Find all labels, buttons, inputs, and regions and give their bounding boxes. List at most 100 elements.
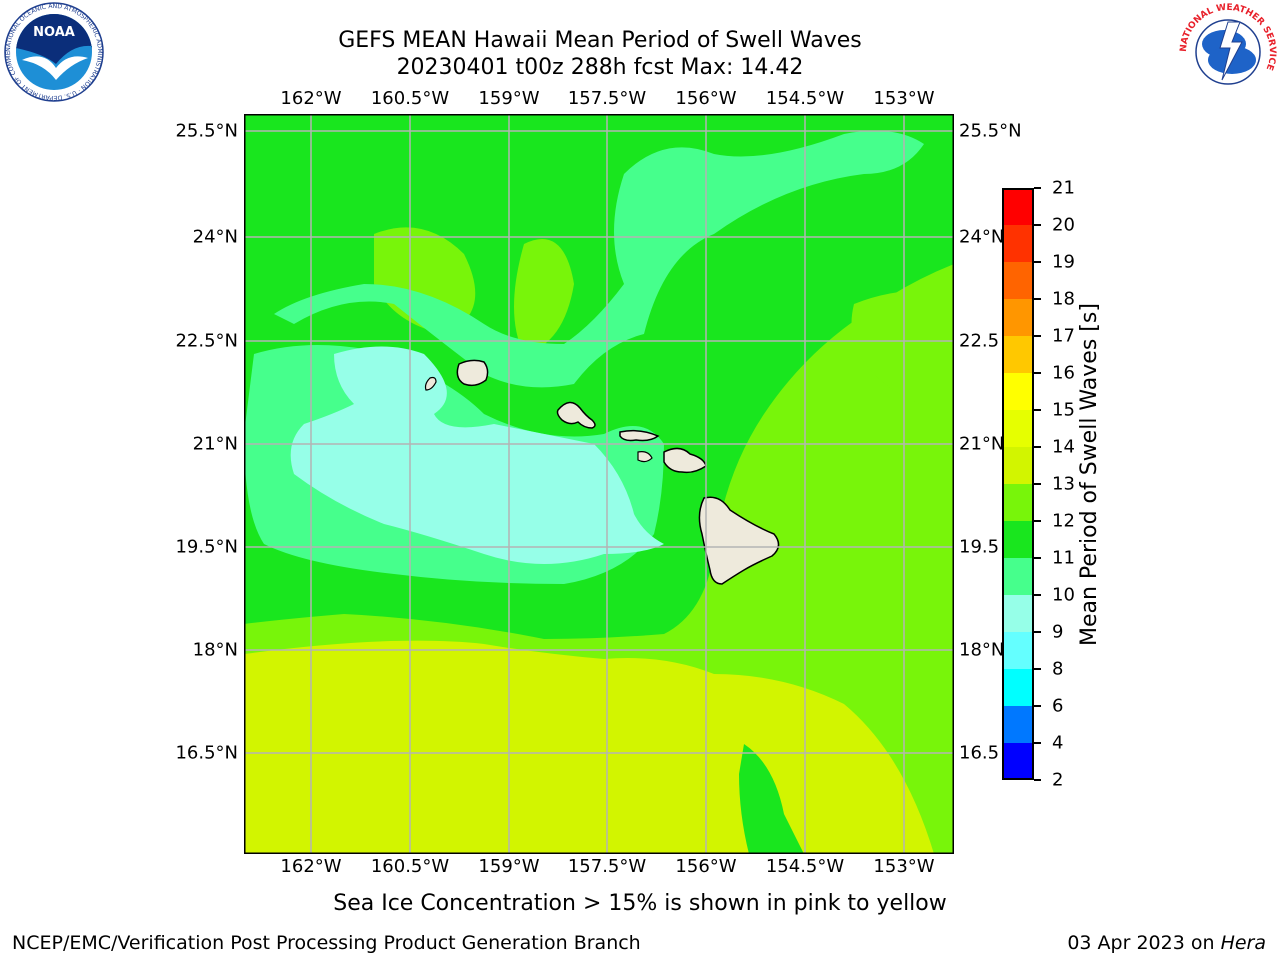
lon-label-top: 159°W bbox=[478, 88, 540, 109]
lat-label-right: 24°N bbox=[959, 226, 1005, 248]
swell-period-map bbox=[244, 114, 954, 854]
field-9-10 bbox=[290, 346, 664, 564]
chart-title: GEFS MEAN Hawaii Mean Period of Swell Wa… bbox=[338, 28, 862, 53]
field-12-13-east bbox=[851, 290, 954, 414]
colorbar-tick-mark bbox=[1034, 224, 1041, 226]
colorbar-tick-label: 18 bbox=[1052, 288, 1075, 310]
colorbar-tick-mark bbox=[1034, 668, 1041, 670]
colorbar-tick-mark bbox=[1034, 631, 1041, 633]
colorbar-tick-label: 2 bbox=[1052, 769, 1064, 791]
field-10-11 bbox=[274, 130, 924, 388]
colorbar-tick-label: 14 bbox=[1052, 436, 1075, 458]
lon-label-top: 154.5°W bbox=[765, 88, 845, 109]
field-12-13-north2 bbox=[514, 239, 574, 354]
island-niihau bbox=[424, 376, 437, 391]
colorbar-tick-mark bbox=[1034, 261, 1041, 263]
colorbar-tick-mark bbox=[1034, 483, 1041, 485]
map-frame bbox=[244, 114, 954, 854]
island-oahu bbox=[556, 401, 596, 429]
colorbar-frame bbox=[1002, 188, 1034, 780]
lat-label-left: 25.5°N bbox=[175, 120, 238, 142]
island-kauai bbox=[456, 359, 489, 387]
island-lanai bbox=[637, 451, 653, 463]
colorbar-tick-label: 19 bbox=[1052, 251, 1075, 273]
footer-date: 03 Apr 2023 on Hera bbox=[1067, 932, 1266, 954]
colorbar-title: Mean Period of Swell Waves [s] bbox=[1077, 303, 1102, 646]
colorbar-segment bbox=[1003, 632, 1033, 670]
colorbar-tick-mark bbox=[1034, 335, 1041, 337]
colorbar-tick-mark bbox=[1034, 520, 1041, 522]
lon-label-bottom: 159°W bbox=[478, 856, 540, 877]
colorbar-tick-mark bbox=[1034, 298, 1041, 300]
colorbar-tick-mark bbox=[1034, 779, 1041, 781]
lon-label-top: 157.5°W bbox=[567, 88, 647, 109]
colorbar-segment bbox=[1003, 299, 1033, 337]
colorbar-tick-label: 11 bbox=[1052, 547, 1075, 569]
chart-subtitle: 20230401 t00z 288h fcst Max: 14.42 bbox=[396, 55, 804, 80]
lat-label-left: 22.5°N bbox=[175, 330, 238, 352]
colorbar-tick-label: 16 bbox=[1052, 362, 1075, 384]
lon-label-bottom: 154.5°W bbox=[765, 856, 845, 877]
lon-label-top: 162°W bbox=[280, 88, 342, 109]
footer-branch: NCEP/EMC/Verification Post Processing Pr… bbox=[12, 932, 641, 954]
colorbar-tick-label: 8 bbox=[1052, 658, 1064, 680]
footer-machine: Hera bbox=[1220, 932, 1266, 954]
lon-label-top: 153°W bbox=[873, 88, 935, 109]
lon-label-bottom: 157.5°W bbox=[567, 856, 647, 877]
colorbar-segment bbox=[1003, 336, 1033, 374]
lat-label-right: 22.5 bbox=[959, 330, 1000, 352]
colorbar-tick-mark bbox=[1034, 409, 1041, 411]
colorbar-segment bbox=[1003, 743, 1033, 780]
lat-label-left: 24°N bbox=[192, 226, 238, 248]
lon-label-bottom: 156°W bbox=[675, 856, 737, 877]
lat-label-left: 19.5°N bbox=[175, 536, 238, 558]
colorbar-segment bbox=[1003, 225, 1033, 263]
colorbar-tick-mark bbox=[1034, 446, 1041, 448]
lat-label-left: 21°N bbox=[192, 433, 238, 455]
colorbar-tick-label: 15 bbox=[1052, 399, 1075, 421]
lat-label-right: 25.5°N bbox=[959, 120, 1022, 142]
colorbar-segment bbox=[1003, 373, 1033, 411]
colorbar-segment bbox=[1003, 558, 1033, 596]
field-11-12-south bbox=[739, 744, 804, 854]
lon-label-bottom: 162°W bbox=[280, 856, 342, 877]
lon-label-bottom: 153°W bbox=[873, 856, 935, 877]
colorbar-segment bbox=[1003, 484, 1033, 522]
lon-label-top: 156°W bbox=[675, 88, 737, 109]
colorbar-tick-label: 12 bbox=[1052, 510, 1075, 532]
lon-label-bottom: 160.5°W bbox=[370, 856, 450, 877]
lat-label-left: 18°N bbox=[192, 639, 238, 661]
colorbar-segment bbox=[1003, 595, 1033, 633]
lat-label-right: 21°N bbox=[959, 433, 1005, 455]
island-hawaii bbox=[698, 496, 780, 585]
colorbar-tick-mark bbox=[1034, 705, 1041, 707]
island-molokai bbox=[619, 429, 660, 442]
colorbar-tick-label: 20 bbox=[1052, 214, 1075, 236]
colorbar-tick-mark bbox=[1034, 594, 1041, 596]
lon-label-top: 160.5°W bbox=[370, 88, 450, 109]
noaa-logo: NATIONAL OCEANIC AND ATMOSPHERIC ADMINIS… bbox=[4, 2, 104, 102]
colorbar-segment bbox=[1003, 188, 1033, 226]
colorbar-tick-label: 6 bbox=[1052, 695, 1064, 717]
colorbar-tick-label: 10 bbox=[1052, 584, 1075, 606]
colorbar-tick-mark bbox=[1034, 742, 1041, 744]
colorbar-tick-mark bbox=[1034, 372, 1041, 374]
colorbar-segment bbox=[1003, 706, 1033, 744]
colorbar-tick-label: 17 bbox=[1052, 325, 1075, 347]
sea-ice-note: Sea Ice Concentration > 15% is shown in … bbox=[0, 891, 1280, 916]
colorbar-segment bbox=[1003, 262, 1033, 300]
colorbar-segment bbox=[1003, 447, 1033, 485]
colorbar-tick-label: 9 bbox=[1052, 621, 1064, 643]
lat-label-right: 18°N bbox=[959, 639, 1005, 661]
map-grid bbox=[244, 114, 954, 854]
colorbar-tick-mark bbox=[1034, 557, 1041, 559]
colorbar-segment bbox=[1003, 521, 1033, 559]
colorbar-segment bbox=[1003, 669, 1033, 707]
colorbar bbox=[1002, 188, 1034, 780]
lat-label-right: 19.5 bbox=[959, 536, 1000, 558]
colorbar-tick-label: 13 bbox=[1052, 473, 1075, 495]
colorbar-segment bbox=[1003, 410, 1033, 448]
colorbar-tick-label: 21 bbox=[1052, 177, 1075, 199]
colorbar-tick-mark bbox=[1034, 187, 1041, 189]
nws-logo: NATIONAL WEATHER SERVICE bbox=[1179, 3, 1277, 101]
